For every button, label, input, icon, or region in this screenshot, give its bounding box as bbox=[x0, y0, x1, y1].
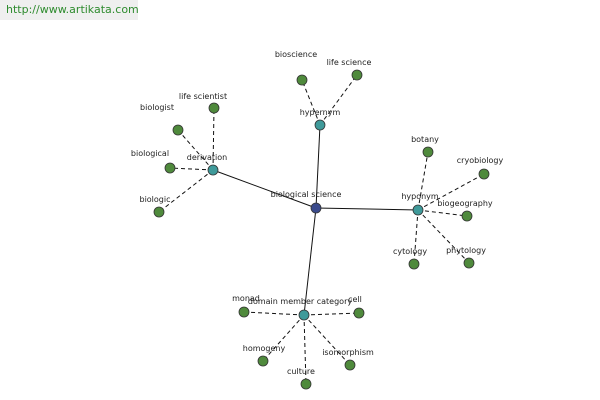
node[interactable] bbox=[172, 124, 184, 136]
node-label[interactable]: biological science bbox=[271, 190, 342, 199]
node[interactable] bbox=[344, 359, 356, 371]
node-label[interactable]: domain member category bbox=[248, 297, 352, 306]
node-label[interactable]: derivation bbox=[187, 153, 227, 162]
node-label[interactable]: cytology bbox=[393, 247, 427, 256]
node[interactable] bbox=[257, 355, 269, 367]
node[interactable] bbox=[461, 210, 473, 222]
node[interactable] bbox=[463, 257, 475, 269]
dashed-edge bbox=[303, 312, 360, 316]
node[interactable] bbox=[422, 146, 434, 158]
node[interactable] bbox=[478, 168, 490, 180]
node-label[interactable]: monad bbox=[232, 294, 260, 303]
node-label[interactable]: life science bbox=[327, 58, 372, 67]
node-label[interactable]: biologic bbox=[139, 195, 170, 204]
dashed-edge bbox=[301, 79, 321, 126]
node[interactable] bbox=[207, 164, 219, 176]
node-label[interactable]: biogeography bbox=[437, 199, 493, 208]
dashed-edge bbox=[417, 209, 470, 264]
node-label[interactable]: bioscience bbox=[275, 50, 317, 59]
node-label[interactable]: life scientist bbox=[179, 92, 227, 101]
edge bbox=[303, 207, 317, 316]
node[interactable] bbox=[314, 119, 326, 131]
dashed-edge bbox=[158, 169, 214, 213]
node-label[interactable]: cell bbox=[348, 295, 362, 304]
node[interactable] bbox=[153, 206, 165, 218]
edge bbox=[315, 207, 419, 211]
dashed-edge bbox=[169, 167, 214, 171]
dashed-edge bbox=[177, 129, 214, 171]
site-url[interactable]: http://www.artikata.com bbox=[0, 0, 139, 20]
dashed-edge bbox=[319, 74, 358, 126]
node[interactable] bbox=[164, 162, 176, 174]
dashed-edge bbox=[417, 151, 429, 211]
node-label[interactable]: isomorphism bbox=[322, 348, 374, 357]
edge bbox=[315, 124, 321, 209]
node[interactable] bbox=[208, 102, 220, 114]
node-label[interactable]: biologist bbox=[140, 103, 174, 112]
dashed-edge bbox=[243, 311, 305, 316]
node-label[interactable]: homogeny bbox=[243, 344, 286, 353]
dashed-edge bbox=[417, 209, 468, 217]
node[interactable] bbox=[353, 307, 365, 319]
node[interactable] bbox=[412, 204, 424, 216]
node-label[interactable]: biological bbox=[131, 149, 169, 158]
dashed-edge bbox=[303, 314, 307, 385]
node[interactable] bbox=[296, 74, 308, 86]
dashed-edge bbox=[212, 107, 215, 171]
dashed-edge bbox=[262, 314, 305, 362]
node-label[interactable]: botany bbox=[411, 135, 439, 144]
node-label[interactable]: hypernym bbox=[300, 108, 341, 117]
node-label[interactable]: cryobiology bbox=[457, 156, 504, 165]
edge bbox=[212, 169, 317, 209]
node[interactable] bbox=[238, 306, 250, 318]
node-label[interactable]: culture bbox=[287, 367, 315, 376]
dashed-edge bbox=[303, 314, 351, 366]
dashed-edge bbox=[417, 173, 485, 211]
node[interactable] bbox=[408, 258, 420, 270]
node-label[interactable]: phytology bbox=[446, 246, 486, 255]
node[interactable] bbox=[300, 378, 312, 390]
dashed-edge bbox=[413, 209, 419, 265]
node[interactable] bbox=[298, 309, 310, 321]
node[interactable] bbox=[351, 69, 363, 81]
node[interactable] bbox=[310, 202, 322, 214]
node-label[interactable]: hyponym bbox=[401, 192, 439, 201]
